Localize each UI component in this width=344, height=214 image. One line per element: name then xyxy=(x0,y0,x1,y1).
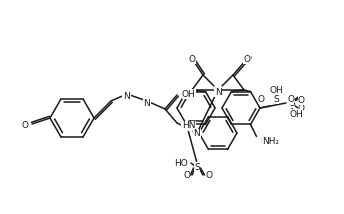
Text: O: O xyxy=(21,122,28,131)
Text: O: O xyxy=(287,95,294,104)
Text: N: N xyxy=(122,91,129,100)
Text: NH₂: NH₂ xyxy=(260,137,278,146)
Text: N: N xyxy=(215,86,222,95)
Text: O: O xyxy=(245,54,251,62)
Text: O: O xyxy=(258,95,265,104)
Text: HO: HO xyxy=(174,159,188,168)
Text: OH: OH xyxy=(182,89,196,98)
Text: HN: HN xyxy=(181,122,194,131)
Text: O: O xyxy=(298,104,305,113)
Text: S: S xyxy=(194,162,200,171)
Text: N: N xyxy=(144,98,150,107)
Text: N: N xyxy=(215,88,222,97)
Text: O: O xyxy=(206,171,213,180)
Text: N: N xyxy=(123,92,130,101)
Text: N: N xyxy=(194,129,200,138)
Text: O: O xyxy=(187,54,194,62)
Text: O: O xyxy=(298,95,305,104)
Text: S: S xyxy=(273,95,279,104)
Text: HN: HN xyxy=(182,122,195,131)
Text: OH: OH xyxy=(289,110,303,119)
Text: NH₂: NH₂ xyxy=(262,137,280,146)
Text: N: N xyxy=(144,98,150,107)
Text: O: O xyxy=(189,55,195,64)
Text: O: O xyxy=(183,171,190,180)
Text: OH: OH xyxy=(269,86,283,95)
Text: O: O xyxy=(244,55,250,64)
Text: OH: OH xyxy=(182,89,196,98)
Text: S: S xyxy=(289,98,295,107)
Text: N: N xyxy=(194,129,200,138)
